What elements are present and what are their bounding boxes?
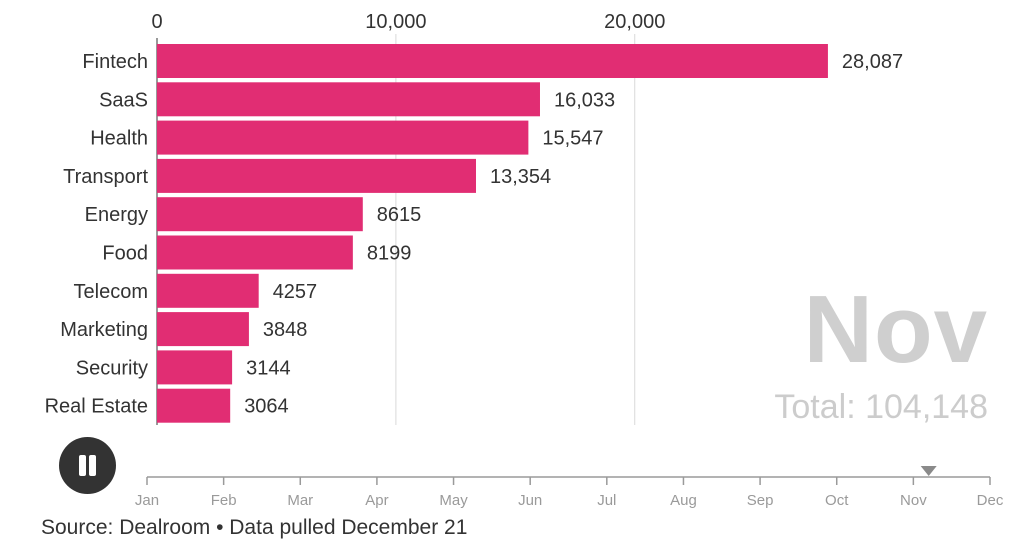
x-tick-label: 0 [151, 11, 162, 33]
value-label: 3064 [244, 396, 288, 418]
bar-saas [157, 82, 540, 117]
bar-telecom [157, 273, 259, 308]
timeline-month-label: Jan [135, 492, 159, 509]
value-label: 13,354 [490, 166, 551, 188]
bar-real-estate [157, 388, 231, 423]
bar-health [157, 120, 529, 155]
value-label: 28,087 [842, 51, 903, 73]
pause-icon-bar [89, 455, 96, 476]
value-label: 8199 [367, 243, 412, 265]
value-label: 15,547 [542, 128, 603, 150]
current-month-label: Nov [803, 276, 988, 383]
timeline-month-label: Jul [597, 492, 616, 509]
timeline-month-label: Jun [518, 492, 542, 509]
timeline-month-label: Oct [825, 492, 849, 509]
timeline-month-label: Sep [747, 492, 774, 509]
x-tick-label: 20,000 [604, 11, 665, 33]
value-label: 8615 [377, 204, 422, 226]
bar-food [157, 235, 353, 270]
timeline-handle-icon[interactable] [920, 466, 937, 476]
category-label: Energy [85, 204, 148, 226]
value-label: 3848 [263, 319, 308, 341]
value-label: 16,033 [554, 89, 615, 111]
timeline-slider[interactable]: Jan Feb Mar Apr May Jun Jul Aug Sep Oct Nov Dec [0, 458, 1024, 518]
x-tick-label: 10,000 [365, 11, 426, 33]
category-label: Marketing [60, 319, 148, 341]
timeline-month-label: Mar [287, 492, 313, 509]
category-label: Transport [63, 166, 148, 188]
bar-chart: 0 10,000 20,000 Fintech 28,087 SaaS 16,033 Heal… [45, 11, 903, 425]
timeline-month-label: Dec [977, 492, 1004, 509]
source-note: Source: Dealroom • Data pulled December … [41, 516, 468, 539]
pause-icon [79, 455, 86, 476]
timeline-month-label: Aug [670, 492, 697, 509]
bar-fintech [157, 44, 828, 78]
bar-marketing [157, 312, 249, 347]
category-label: Security [76, 357, 148, 379]
value-label: 3144 [246, 357, 291, 379]
value-label: 4257 [273, 281, 318, 303]
bar-energy [157, 197, 363, 232]
category-label: Telecom [74, 281, 148, 303]
pause-button[interactable] [59, 437, 116, 494]
timeline-month-label: Feb [211, 492, 237, 509]
category-label: Health [90, 128, 148, 150]
category-label: Fintech [82, 51, 148, 73]
bar-transport [157, 158, 476, 193]
category-label: Real Estate [45, 396, 148, 418]
timeline-month-label: May [439, 492, 468, 509]
bar-security [157, 350, 233, 385]
category-label: SaaS [99, 89, 148, 111]
total-label: Total: 104,148 [774, 388, 988, 426]
category-label: Food [102, 243, 148, 265]
timeline-month-label: Nov [900, 492, 927, 509]
timeline-month-label: Apr [365, 492, 388, 509]
